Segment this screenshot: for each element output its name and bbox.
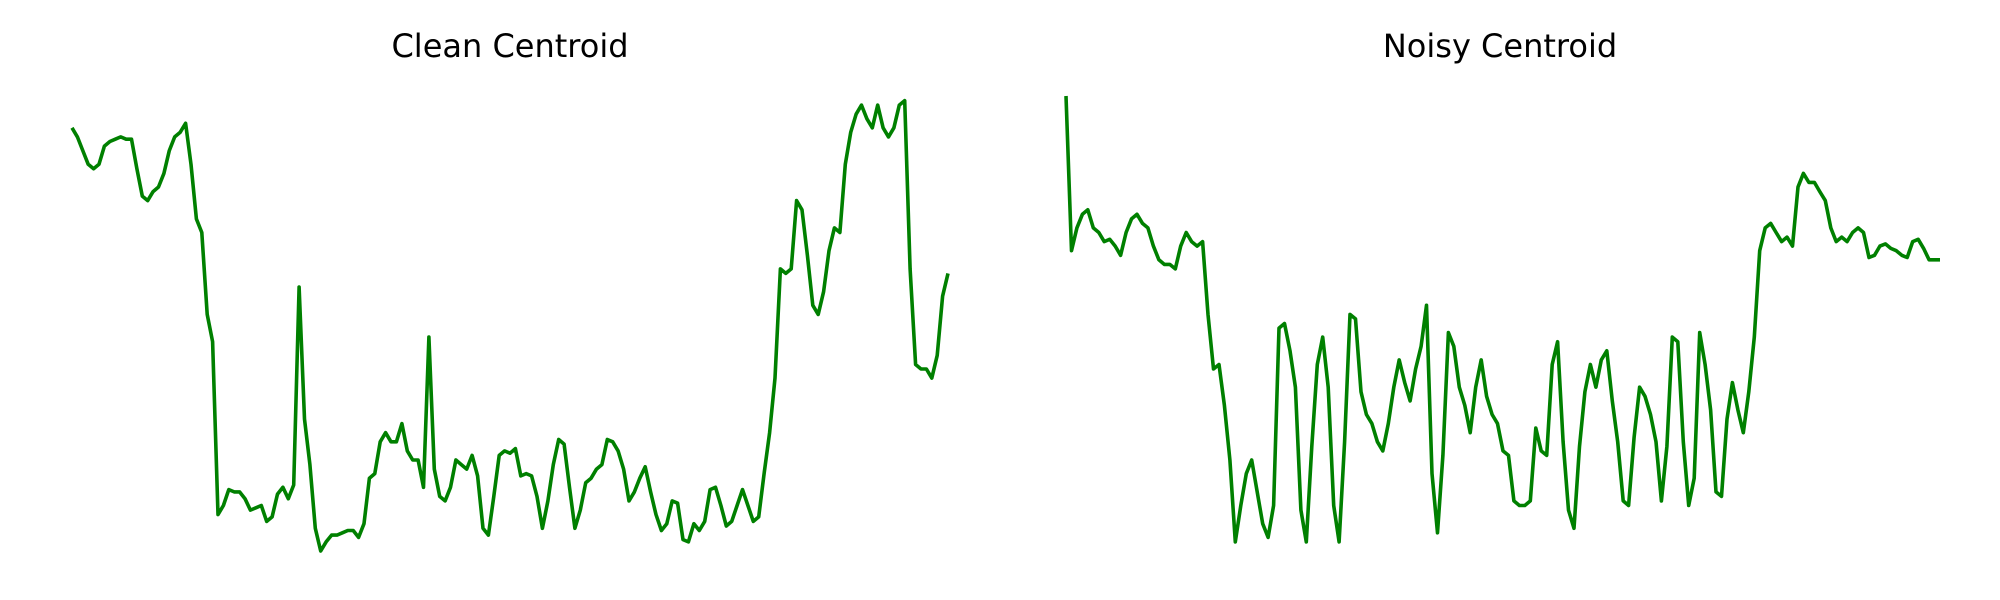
clean-centroid-title: Clean Centroid <box>391 27 628 65</box>
clean-centroid-line <box>70 98 950 553</box>
noisy-centroid-panel: Noisy Centroid <box>1064 27 1940 544</box>
clean-centroid-panel: Clean Centroid <box>70 27 950 553</box>
noisy-centroid-title: Noisy Centroid <box>1383 27 1617 65</box>
noisy-centroid-line <box>1064 95 1940 544</box>
